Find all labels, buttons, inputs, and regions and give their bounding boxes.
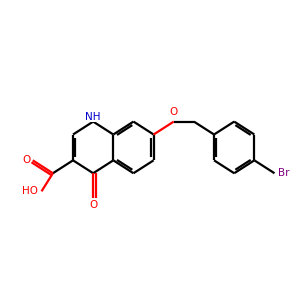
Text: O: O	[89, 200, 97, 210]
Text: Br: Br	[278, 168, 290, 178]
Text: O: O	[169, 107, 178, 117]
Text: HO: HO	[22, 186, 38, 196]
Text: O: O	[22, 155, 30, 165]
Text: NH: NH	[85, 112, 101, 122]
